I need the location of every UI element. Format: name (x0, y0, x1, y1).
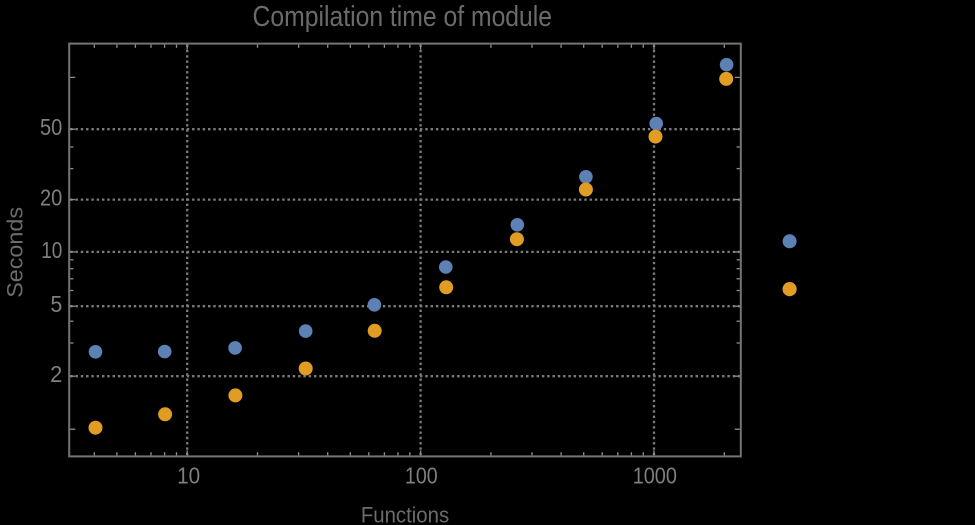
svg-text:10: 10 (177, 463, 200, 489)
svg-text:Seconds: Seconds (3, 207, 28, 298)
svg-text:5: 5 (51, 291, 63, 317)
svg-text:1000: 1000 (633, 463, 677, 489)
svg-text:20: 20 (40, 185, 62, 211)
svg-text:2: 2 (50, 361, 62, 387)
svg-text:Functions: Functions (361, 503, 449, 525)
svg-text:100: 100 (405, 463, 438, 489)
svg-text:10: 10 (41, 237, 62, 263)
svg-text:50: 50 (40, 114, 62, 140)
svg-text:Compilation time of module: Compilation time of module (253, 1, 553, 33)
